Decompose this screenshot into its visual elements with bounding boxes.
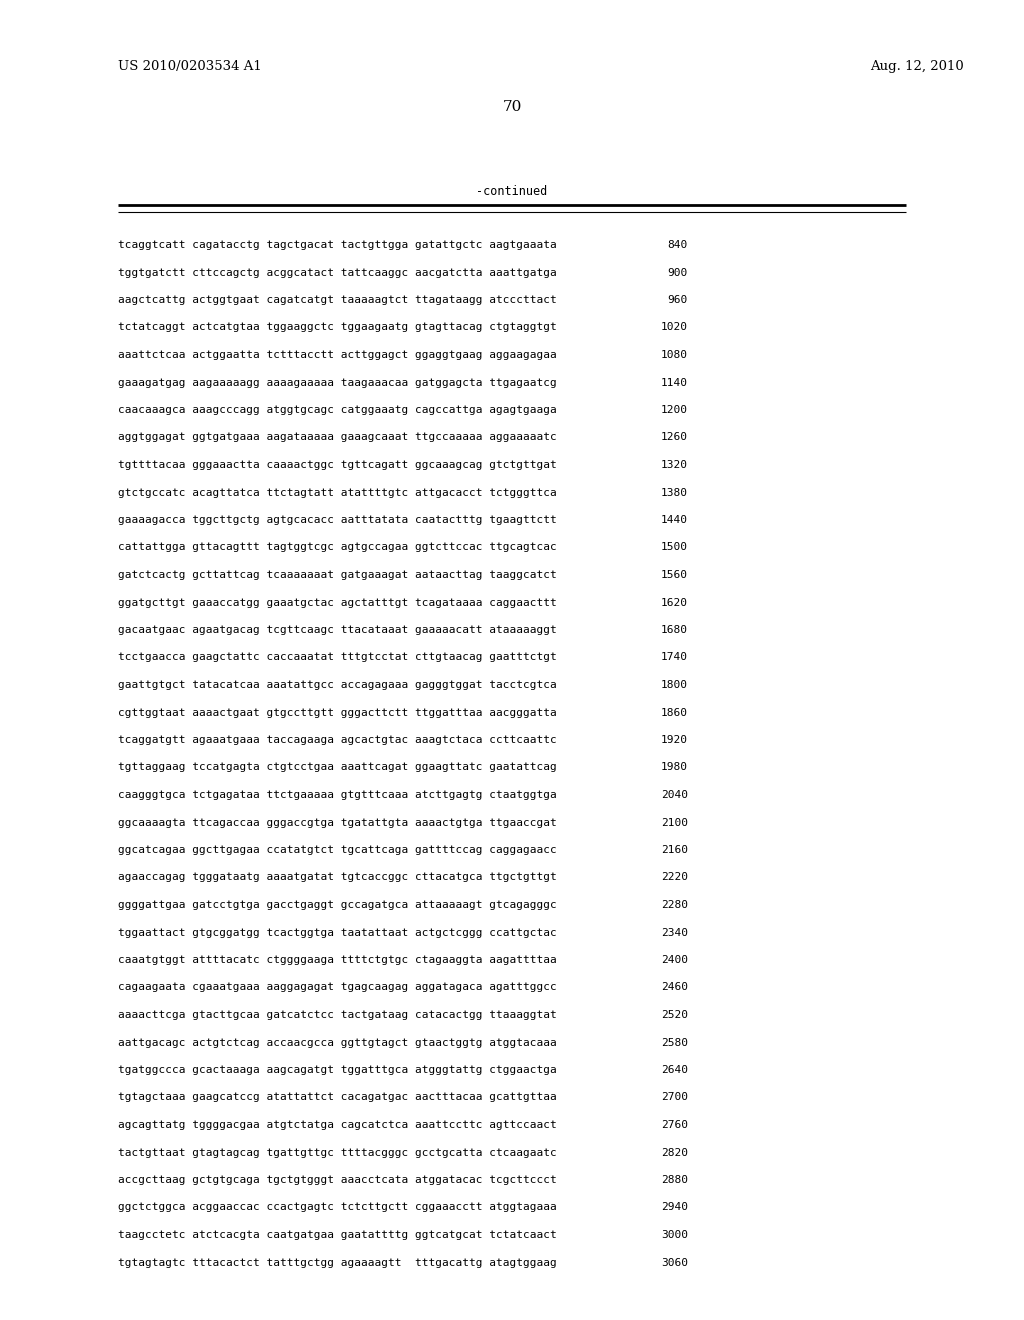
Text: tgttttacaa gggaaactta caaaactggc tgttcagatt ggcaaagcag gtctgttgat: tgttttacaa gggaaactta caaaactggc tgttcag…	[118, 459, 557, 470]
Text: agcagttatg tggggacgaa atgtctatga cagcatctca aaattccttc agttccaact: agcagttatg tggggacgaa atgtctatga cagcatc…	[118, 1119, 557, 1130]
Text: Aug. 12, 2010: Aug. 12, 2010	[870, 59, 964, 73]
Text: tggtgatctt cttccagctg acggcatact tattcaaggc aacgatctta aaattgatga: tggtgatctt cttccagctg acggcatact tattcaa…	[118, 268, 557, 277]
Text: cgttggtaat aaaactgaat gtgccttgtt gggacttctt ttggatttaa aacgggatta: cgttggtaat aaaactgaat gtgccttgtt gggactt…	[118, 708, 557, 718]
Text: 2340: 2340	[662, 928, 688, 937]
Text: gtctgccatc acagttatca ttctagtatt atattttgtc attgacacct tctgggttca: gtctgccatc acagttatca ttctagtatt atatttt…	[118, 487, 557, 498]
Text: 1080: 1080	[662, 350, 688, 360]
Text: gatctcactg gcttattcag tcaaaaaaat gatgaaagat aataacttag taaggcatct: gatctcactg gcttattcag tcaaaaaaat gatgaaa…	[118, 570, 557, 579]
Text: caacaaagca aaagcccagg atggtgcagc catggaaatg cagccattga agagtgaaga: caacaaagca aaagcccagg atggtgcagc catggaa…	[118, 405, 557, 414]
Text: 960: 960	[668, 294, 688, 305]
Text: 1140: 1140	[662, 378, 688, 388]
Text: taagcctetc atctcacgta caatgatgaa gaatattttg ggtcatgcat tctatcaact: taagcctetc atctcacgta caatgatgaa gaatatt…	[118, 1230, 557, 1239]
Text: aggtggagat ggtgatgaaa aagataaaaa gaaagcaaat ttgccaaaaa aggaaaaatc: aggtggagat ggtgatgaaa aagataaaaa gaaagca…	[118, 433, 557, 442]
Text: 1740: 1740	[662, 652, 688, 663]
Text: tactgttaat gtagtagcag tgattgttgc ttttacgggc gcctgcatta ctcaagaatc: tactgttaat gtagtagcag tgattgttgc ttttacg…	[118, 1147, 557, 1158]
Text: caagggtgca tctgagataa ttctgaaaaa gtgtttcaaa atcttgagtg ctaatggtga: caagggtgca tctgagataa ttctgaaaaa gtgtttc…	[118, 789, 557, 800]
Text: 1800: 1800	[662, 680, 688, 690]
Text: 1500: 1500	[662, 543, 688, 553]
Text: 3000: 3000	[662, 1230, 688, 1239]
Text: gaaagatgag aagaaaaagg aaaagaaaaa taagaaacaa gatggagcta ttgagaatcg: gaaagatgag aagaaaaagg aaaagaaaaa taagaaa…	[118, 378, 557, 388]
Text: 2460: 2460	[662, 982, 688, 993]
Text: tggaattact gtgcggatgg tcactggtga taatattaat actgctcggg ccattgctac: tggaattact gtgcggatgg tcactggtga taatatt…	[118, 928, 557, 937]
Text: 840: 840	[668, 240, 688, 249]
Text: 2820: 2820	[662, 1147, 688, 1158]
Text: caaatgtggt attttacatc ctggggaaga ttttctgtgc ctagaaggta aagattttaa: caaatgtggt attttacatc ctggggaaga ttttctg…	[118, 954, 557, 965]
Text: ggctctggca acggaaccac ccactgagtc tctcttgctt cggaaacctt atggtagaaa: ggctctggca acggaaccac ccactgagtc tctcttg…	[118, 1203, 557, 1213]
Text: tgtagtagtc tttacactct tatttgctgg agaaaagtt  tttgacattg atagtggaag: tgtagtagtc tttacactct tatttgctgg agaaaag…	[118, 1258, 557, 1267]
Text: 1020: 1020	[662, 322, 688, 333]
Text: gaattgtgct tatacatcaa aaatattgcc accagagaaa gagggtggat tacctcgtca: gaattgtgct tatacatcaa aaatattgcc accagag…	[118, 680, 557, 690]
Text: ggatgcttgt gaaaccatgg gaaatgctac agctatttgt tcagataaaa caggaacttt: ggatgcttgt gaaaccatgg gaaatgctac agctatt…	[118, 598, 557, 607]
Text: aaattctcaa actggaatta tctttacctt acttggagct ggaggtgaag aggaagagaa: aaattctcaa actggaatta tctttacctt acttgga…	[118, 350, 557, 360]
Text: tgatggccca gcactaaaga aagcagatgt tggatttgca atgggtattg ctggaactga: tgatggccca gcactaaaga aagcagatgt tggattt…	[118, 1065, 557, 1074]
Text: 2580: 2580	[662, 1038, 688, 1048]
Text: 1440: 1440	[662, 515, 688, 525]
Text: 2160: 2160	[662, 845, 688, 855]
Text: 2700: 2700	[662, 1093, 688, 1102]
Text: 2040: 2040	[662, 789, 688, 800]
Text: 1320: 1320	[662, 459, 688, 470]
Text: 2880: 2880	[662, 1175, 688, 1185]
Text: ggcatcagaa ggcttgagaa ccatatgtct tgcattcaga gattttccag caggagaacc: ggcatcagaa ggcttgagaa ccatatgtct tgcattc…	[118, 845, 557, 855]
Text: 1980: 1980	[662, 763, 688, 772]
Text: 1920: 1920	[662, 735, 688, 744]
Text: 1680: 1680	[662, 624, 688, 635]
Text: 2520: 2520	[662, 1010, 688, 1020]
Text: accgcttaag gctgtgcaga tgctgtgggt aaacctcata atggatacac tcgcttccct: accgcttaag gctgtgcaga tgctgtgggt aaacctc…	[118, 1175, 557, 1185]
Text: ggggattgaa gatcctgtga gacctgaggt gccagatgca attaaaaagt gtcagagggc: ggggattgaa gatcctgtga gacctgaggt gccagat…	[118, 900, 557, 909]
Text: 2280: 2280	[662, 900, 688, 909]
Text: aattgacagc actgtctcag accaacgcca ggttgtagct gtaactggtg atggtacaaa: aattgacagc actgtctcag accaacgcca ggttgta…	[118, 1038, 557, 1048]
Text: aagctcattg actggtgaat cagatcatgt taaaaagtct ttagataagg atcccttact: aagctcattg actggtgaat cagatcatgt taaaaag…	[118, 294, 557, 305]
Text: tcaggatgtt agaaatgaaa taccagaaga agcactgtac aaagtctaca ccttcaattc: tcaggatgtt agaaatgaaa taccagaaga agcactg…	[118, 735, 557, 744]
Text: ggcaaaagta ttcagaccaa gggaccgtga tgatattgta aaaactgtga ttgaaccgat: ggcaaaagta ttcagaccaa gggaccgtga tgatatt…	[118, 817, 557, 828]
Text: tgttaggaag tccatgagta ctgtcctgaa aaattcagat ggaagttatc gaatattcag: tgttaggaag tccatgagta ctgtcctgaa aaattca…	[118, 763, 557, 772]
Text: tcctgaacca gaagctattc caccaaatat tttgtcctat cttgtaacag gaatttctgt: tcctgaacca gaagctattc caccaaatat tttgtcc…	[118, 652, 557, 663]
Text: cattattgga gttacagttt tagtggtcgc agtgccagaa ggtcttccac ttgcagtcac: cattattgga gttacagttt tagtggtcgc agtgcca…	[118, 543, 557, 553]
Text: aaaacttcga gtacttgcaa gatcatctcc tactgataag catacactgg ttaaaggtat: aaaacttcga gtacttgcaa gatcatctcc tactgat…	[118, 1010, 557, 1020]
Text: 2940: 2940	[662, 1203, 688, 1213]
Text: gaaaagacca tggcttgctg agtgcacacc aatttatata caatactttg tgaagttctt: gaaaagacca tggcttgctg agtgcacacc aatttat…	[118, 515, 557, 525]
Text: 1620: 1620	[662, 598, 688, 607]
Text: tctatcaggt actcatgtaa tggaaggctc tggaagaatg gtagttacag ctgtaggtgt: tctatcaggt actcatgtaa tggaaggctc tggaaga…	[118, 322, 557, 333]
Text: 1380: 1380	[662, 487, 688, 498]
Text: 1260: 1260	[662, 433, 688, 442]
Text: 1200: 1200	[662, 405, 688, 414]
Text: -continued: -continued	[476, 185, 548, 198]
Text: 1860: 1860	[662, 708, 688, 718]
Text: 1560: 1560	[662, 570, 688, 579]
Text: 2100: 2100	[662, 817, 688, 828]
Text: US 2010/0203534 A1: US 2010/0203534 A1	[118, 59, 262, 73]
Text: cagaagaata cgaaatgaaa aaggagagat tgagcaagag aggatagaca agatttggcc: cagaagaata cgaaatgaaa aaggagagat tgagcaa…	[118, 982, 557, 993]
Text: 2220: 2220	[662, 873, 688, 883]
Text: tcaggtcatt cagatacctg tagctgacat tactgttgga gatattgctc aagtgaaata: tcaggtcatt cagatacctg tagctgacat tactgtt…	[118, 240, 557, 249]
Text: agaaccagag tgggataatg aaaatgatat tgtcaccggc cttacatgca ttgctgttgt: agaaccagag tgggataatg aaaatgatat tgtcacc…	[118, 873, 557, 883]
Text: 2640: 2640	[662, 1065, 688, 1074]
Text: 70: 70	[503, 100, 521, 114]
Text: 900: 900	[668, 268, 688, 277]
Text: 3060: 3060	[662, 1258, 688, 1267]
Text: 2400: 2400	[662, 954, 688, 965]
Text: 2760: 2760	[662, 1119, 688, 1130]
Text: gacaatgaac agaatgacag tcgttcaagc ttacataaat gaaaaacatt ataaaaaggt: gacaatgaac agaatgacag tcgttcaagc ttacata…	[118, 624, 557, 635]
Text: tgtagctaaa gaagcatccg atattattct cacagatgac aactttacaa gcattgttaa: tgtagctaaa gaagcatccg atattattct cacagat…	[118, 1093, 557, 1102]
